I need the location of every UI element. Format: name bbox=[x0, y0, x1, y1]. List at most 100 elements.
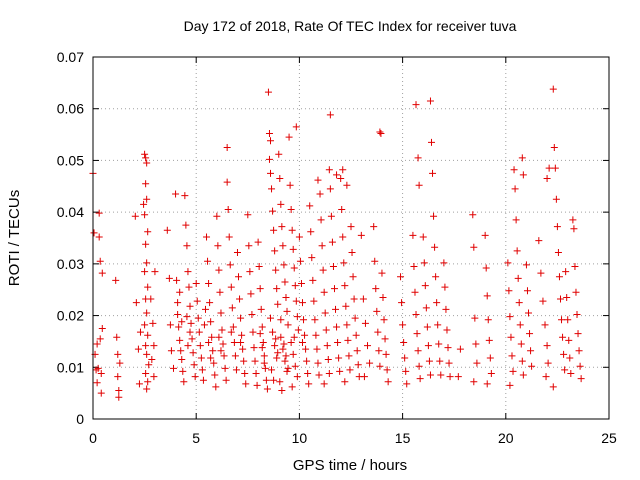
data-point bbox=[271, 342, 279, 350]
data-point bbox=[346, 366, 354, 374]
data-point bbox=[181, 192, 189, 200]
data-point bbox=[143, 309, 151, 317]
data-point bbox=[215, 266, 223, 274]
data-point bbox=[140, 200, 148, 208]
data-point bbox=[357, 231, 365, 239]
data-point bbox=[292, 123, 300, 131]
data-point bbox=[249, 328, 257, 336]
data-point bbox=[431, 243, 439, 251]
data-point bbox=[525, 309, 533, 317]
data-point bbox=[341, 282, 349, 290]
data-point bbox=[173, 276, 181, 284]
data-point bbox=[518, 154, 526, 162]
data-point bbox=[263, 385, 271, 393]
data-point bbox=[232, 366, 240, 374]
data-point bbox=[251, 357, 259, 365]
data-point bbox=[364, 342, 372, 350]
data-point bbox=[169, 364, 177, 372]
data-point bbox=[523, 287, 531, 295]
data-point bbox=[134, 345, 142, 353]
data-point bbox=[142, 180, 150, 188]
data-points bbox=[89, 85, 585, 401]
y-tick-label: 0.02 bbox=[57, 308, 84, 324]
data-point bbox=[412, 101, 420, 109]
data-point bbox=[323, 342, 331, 350]
data-point bbox=[441, 283, 449, 291]
data-point bbox=[435, 340, 443, 348]
data-point bbox=[184, 268, 192, 276]
data-point bbox=[240, 357, 248, 365]
data-point bbox=[278, 387, 286, 395]
data-point bbox=[149, 319, 157, 327]
data-point bbox=[485, 336, 493, 344]
data-point bbox=[432, 273, 440, 281]
data-point bbox=[248, 311, 256, 319]
data-point bbox=[565, 336, 573, 344]
data-point bbox=[445, 359, 453, 367]
data-point bbox=[285, 133, 293, 141]
data-point bbox=[216, 288, 224, 296]
data-point bbox=[176, 336, 184, 344]
data-point bbox=[535, 237, 543, 245]
data-point bbox=[420, 259, 428, 267]
data-point bbox=[291, 362, 299, 370]
data-point bbox=[372, 285, 380, 293]
data-point bbox=[526, 330, 534, 338]
data-point bbox=[410, 262, 418, 270]
data-point bbox=[430, 212, 438, 220]
data-point bbox=[190, 361, 198, 369]
x-tick-label: 5 bbox=[192, 430, 200, 446]
data-point bbox=[339, 233, 347, 241]
data-point bbox=[316, 190, 324, 198]
data-point bbox=[144, 228, 152, 236]
data-point bbox=[276, 175, 284, 183]
data-point bbox=[284, 364, 292, 372]
data-point bbox=[552, 195, 560, 203]
data-point bbox=[423, 323, 431, 331]
data-point bbox=[401, 354, 409, 362]
data-point bbox=[382, 350, 390, 358]
data-point bbox=[258, 344, 266, 352]
data-point bbox=[375, 347, 383, 355]
data-point bbox=[174, 311, 182, 319]
data-point bbox=[515, 299, 523, 307]
data-point bbox=[313, 345, 321, 353]
data-point bbox=[189, 349, 197, 357]
data-point bbox=[339, 166, 347, 174]
data-point bbox=[381, 335, 389, 343]
data-point bbox=[307, 228, 315, 236]
data-point bbox=[482, 264, 490, 272]
data-point bbox=[340, 259, 348, 267]
chart-title: Day 172 of 2018, Rate Of TEC Index for r… bbox=[184, 18, 517, 34]
data-point bbox=[400, 338, 408, 346]
axis-ticks: 0 0.01 0.02 0.03 0.04 0.05 0.06 0.07 0 5 10 15 20 25 bbox=[57, 49, 617, 446]
data-point bbox=[228, 304, 236, 312]
data-point bbox=[270, 376, 278, 384]
data-point bbox=[98, 325, 106, 332]
data-point bbox=[250, 344, 258, 352]
data-point bbox=[275, 150, 283, 158]
data-point bbox=[558, 316, 566, 324]
data-point bbox=[562, 268, 570, 276]
data-point bbox=[188, 335, 196, 343]
data-point bbox=[254, 238, 262, 246]
data-point bbox=[443, 326, 451, 334]
data-point bbox=[219, 340, 227, 348]
data-point bbox=[172, 190, 180, 198]
data-point bbox=[221, 364, 229, 372]
data-point bbox=[347, 223, 355, 231]
data-point bbox=[97, 369, 105, 377]
data-point bbox=[326, 185, 334, 193]
data-point bbox=[415, 362, 423, 370]
data-point bbox=[184, 342, 192, 350]
data-point bbox=[93, 379, 101, 387]
data-point bbox=[280, 261, 288, 269]
data-point bbox=[267, 314, 275, 322]
data-point bbox=[306, 202, 314, 210]
data-point bbox=[514, 274, 522, 282]
data-point bbox=[519, 371, 527, 379]
data-point bbox=[398, 299, 406, 307]
data-point bbox=[213, 212, 221, 220]
data-point bbox=[322, 326, 330, 334]
